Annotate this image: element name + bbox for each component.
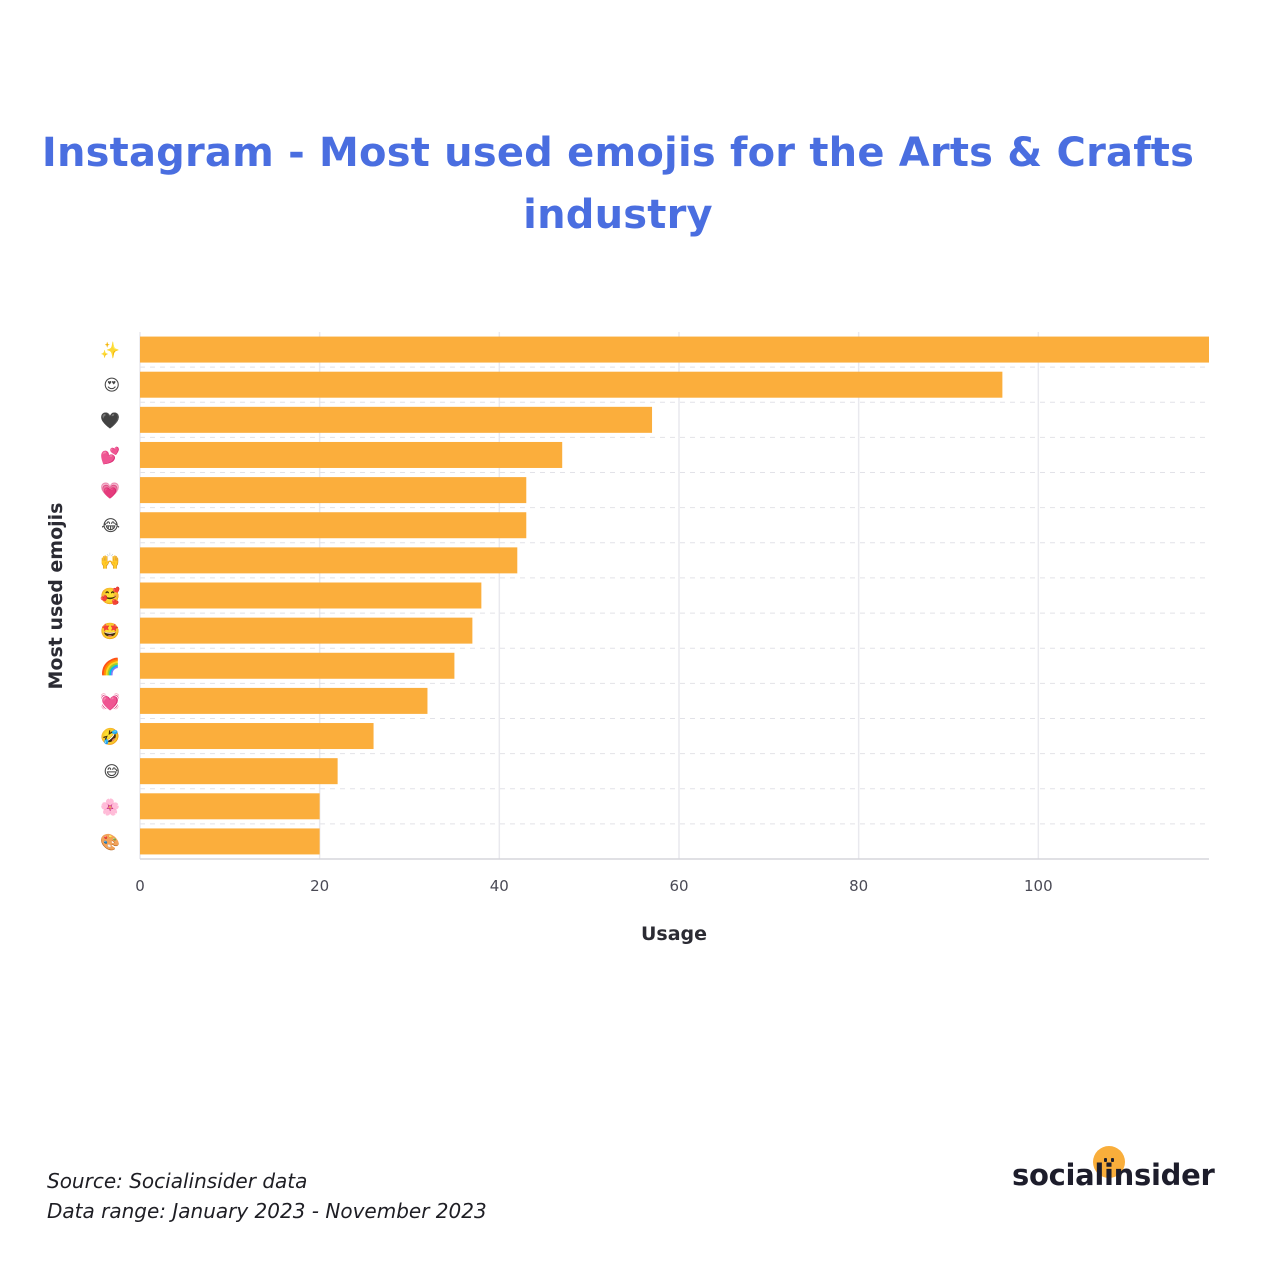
x-tick-label: 0	[135, 877, 145, 895]
bar	[140, 617, 473, 644]
category-label: 💕	[100, 446, 120, 465]
x-axis-label: Usage	[640, 923, 708, 945]
category-label: 😍	[103, 376, 120, 395]
category-label: 🖤	[100, 411, 120, 430]
logo-eyes-icon	[1104, 1158, 1114, 1162]
category-label: ✨	[100, 341, 120, 360]
bar	[140, 441, 563, 468]
bar	[140, 406, 653, 433]
category-label: 😅	[103, 762, 120, 781]
bar	[140, 371, 1003, 398]
x-tick-label: 80	[849, 877, 868, 895]
bar	[140, 828, 320, 855]
category-label: 💗	[100, 481, 120, 500]
bars	[140, 336, 1209, 855]
source-note: Source: Socialinsider data	[47, 1169, 308, 1193]
bar	[140, 687, 428, 714]
x-tick-label: 20	[310, 877, 329, 895]
bar	[140, 547, 518, 574]
category-label: 🤩	[100, 622, 120, 641]
brand-logo: socialinsider	[1012, 1158, 1215, 1192]
x-tick-labels: 0 20 40 60 80 100	[135, 877, 1052, 895]
bar	[140, 512, 527, 539]
bar	[140, 336, 1209, 363]
footer-notes: Source: Socialinsider data Data range: J…	[47, 1166, 487, 1226]
y-axis-label: Most used emojis	[45, 502, 67, 690]
category-label: 🌸	[100, 797, 120, 816]
category-label: 🥰	[100, 587, 120, 606]
category-label: 🤣	[99, 727, 120, 747]
bar	[140, 723, 374, 750]
category-label: 💓	[100, 692, 120, 711]
bar	[140, 477, 527, 504]
bar	[140, 652, 455, 679]
x-tick-label: 60	[669, 877, 688, 895]
x-tick-label: 40	[490, 877, 509, 895]
x-tick-label: 100	[1024, 877, 1053, 895]
chart-title: Instagram - Most used emojis for the Art…	[0, 122, 1236, 246]
category-label: 🎨	[100, 832, 120, 851]
bar	[140, 793, 320, 820]
grid-lines	[139, 332, 1209, 860]
category-label: 🙌	[100, 551, 120, 570]
logo-face-icon	[1093, 1146, 1125, 1178]
category-label: 😂	[101, 516, 120, 535]
chart-title-line1: Instagram - Most used emojis for the Art…	[41, 130, 1195, 176]
category-label: 🌈	[100, 657, 120, 676]
bar	[140, 758, 338, 785]
category-labels: ✨ 😍 🖤 💕 💗 😂 🙌 🥰 🤩 🌈 💓 🤣 😅 🌸 🎨	[99, 341, 120, 852]
bar	[140, 582, 482, 609]
chart-title-line2: industry	[523, 192, 713, 238]
data-range-note: Data range: January 2023 - November 2023	[47, 1199, 487, 1223]
